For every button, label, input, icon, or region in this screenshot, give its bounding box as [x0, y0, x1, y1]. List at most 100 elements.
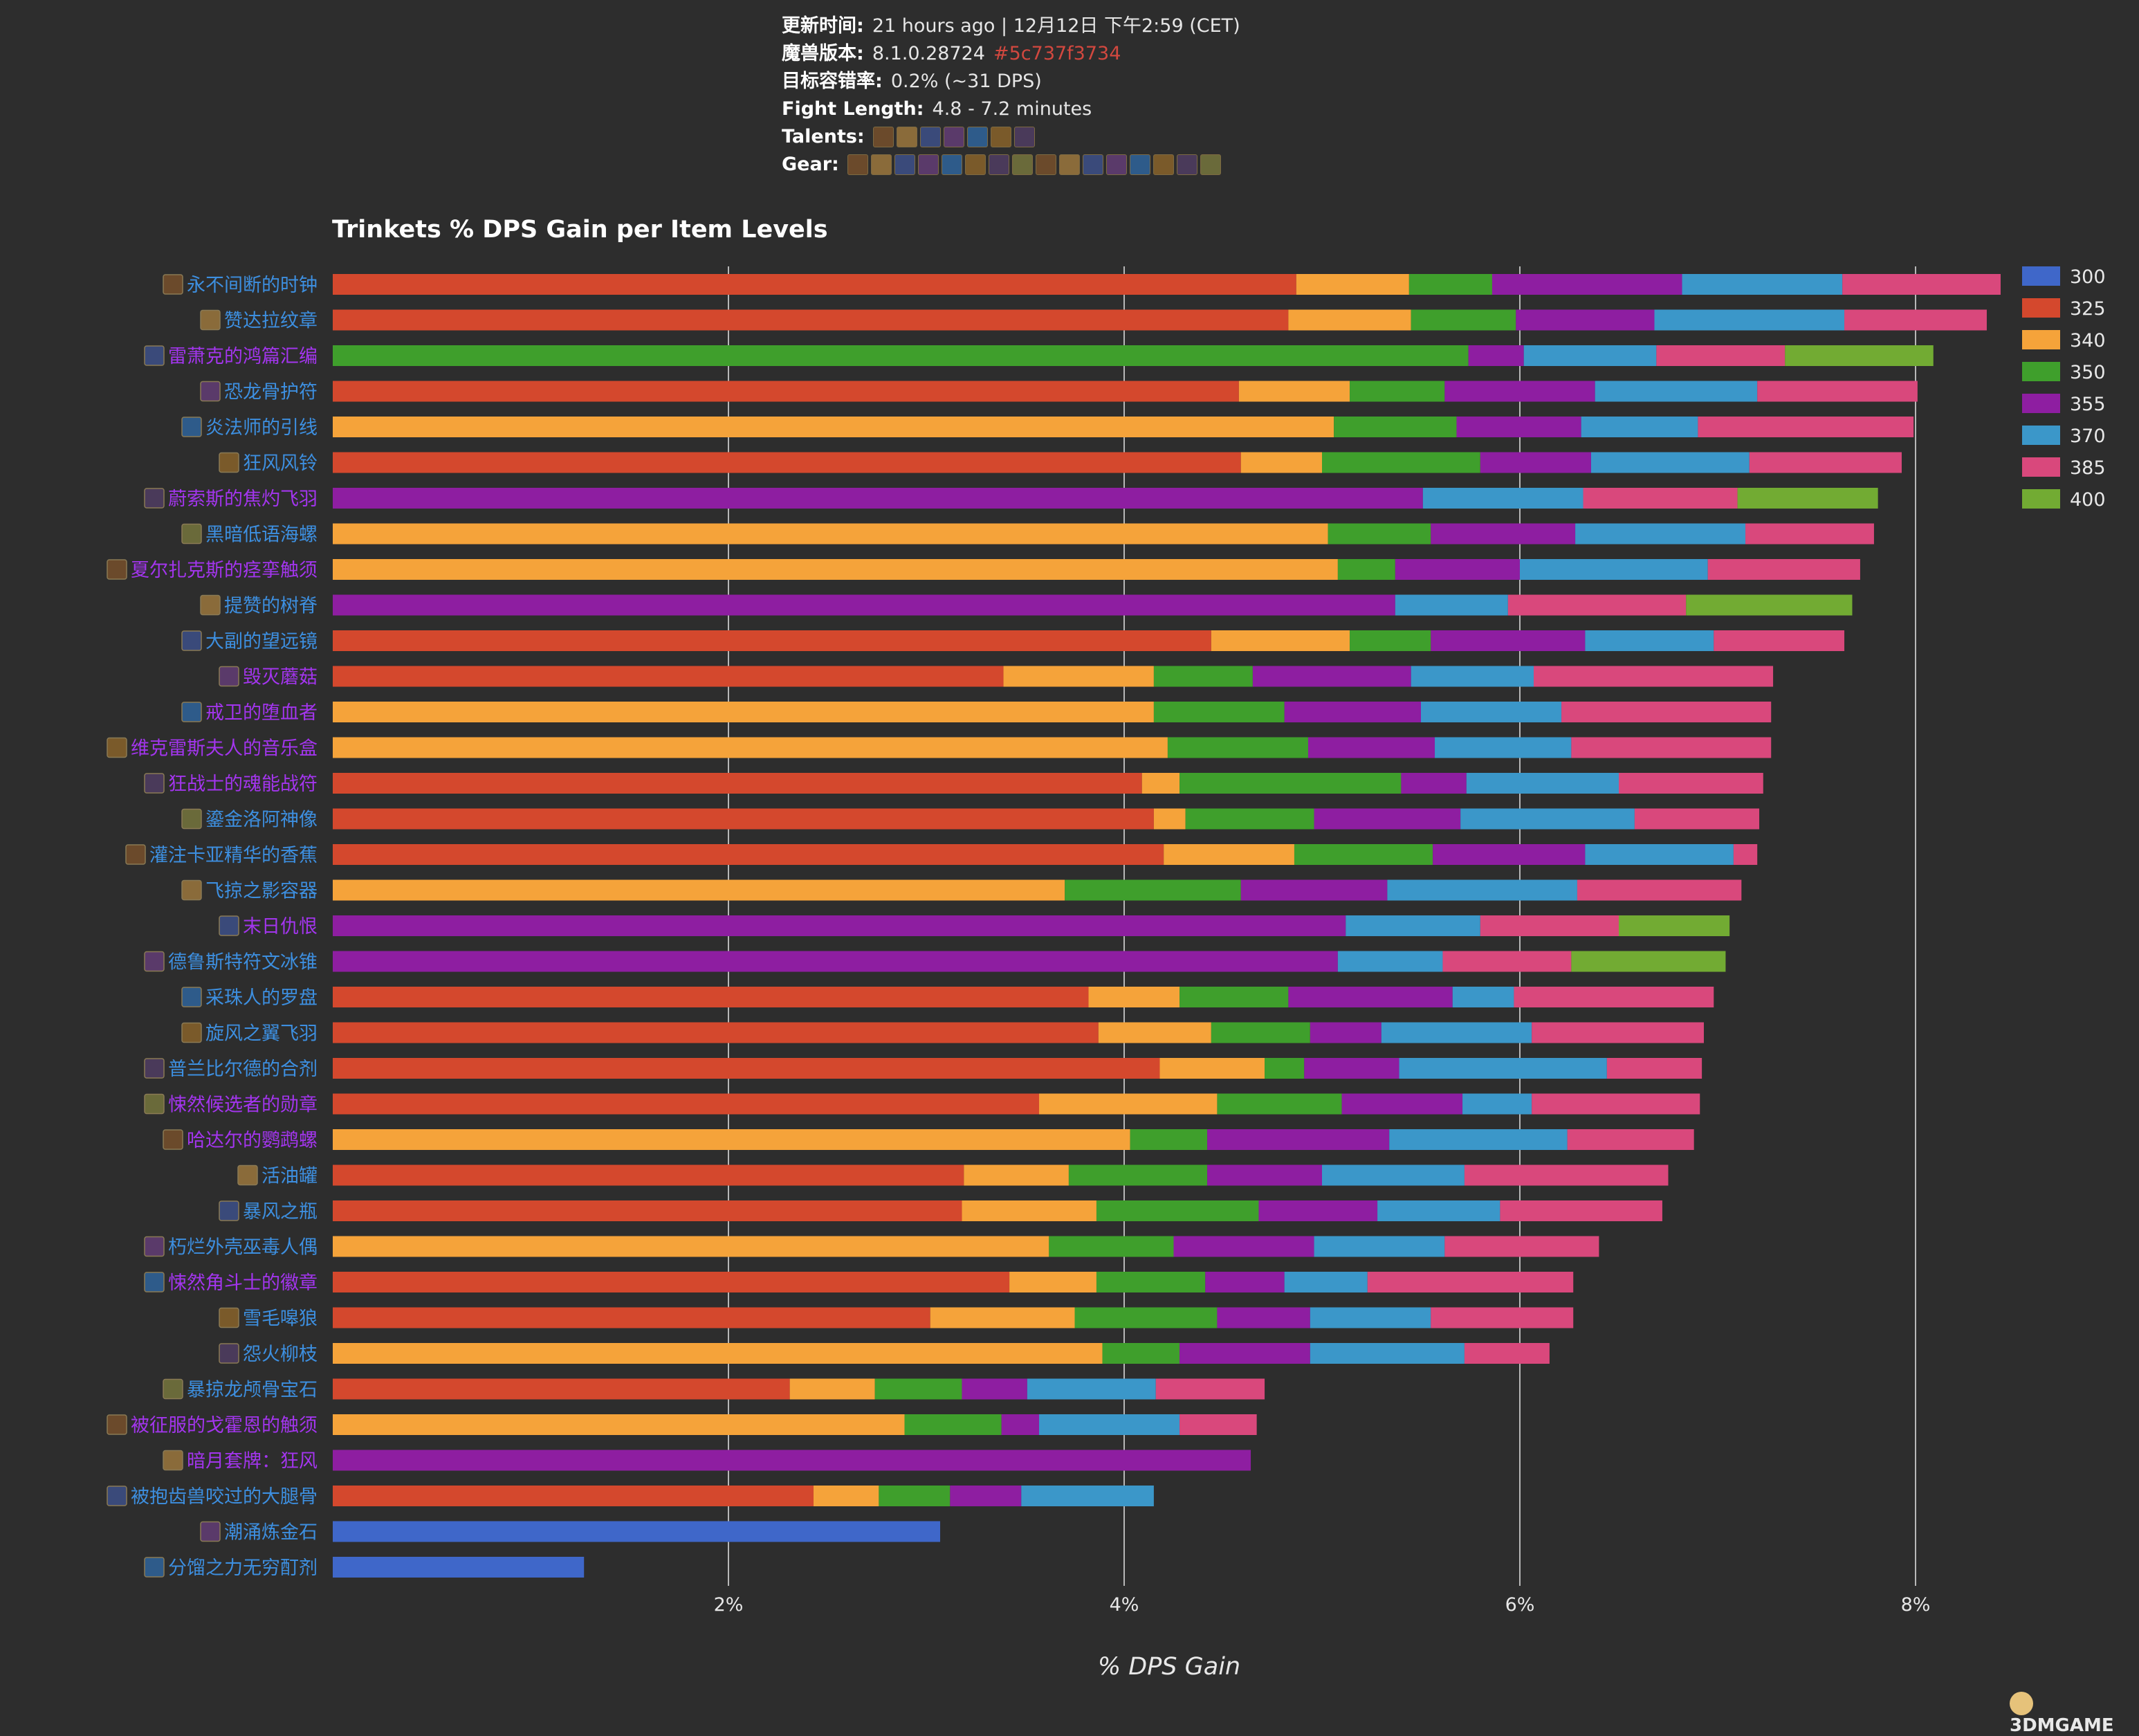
gear-icon-2[interactable]: [870, 154, 892, 175]
item-icon[interactable]: [200, 1521, 221, 1542]
talent-icon-7[interactable]: [1013, 127, 1035, 147]
category-label[interactable]: 鎏金洛阿神像: [205, 810, 318, 831]
category-label[interactable]: 狂风风铃: [243, 453, 318, 475]
item-icon[interactable]: [163, 1450, 183, 1471]
item-icon[interactable]: [237, 1164, 258, 1186]
category-label[interactable]: 赞达拉纹章: [224, 311, 318, 332]
item-icon[interactable]: [125, 844, 146, 865]
category-label[interactable]: 末日仇恨: [243, 916, 318, 938]
item-icon[interactable]: [200, 594, 221, 616]
category-label[interactable]: 炎法师的引线: [205, 417, 318, 439]
legend-swatch-355: [2022, 394, 2060, 413]
item-icon[interactable]: [163, 1129, 183, 1150]
category-label[interactable]: 活油罐: [261, 1166, 318, 1187]
category-label[interactable]: 狂战士的魂能战符: [168, 774, 318, 795]
item-icon[interactable]: [144, 1272, 165, 1292]
category-label[interactable]: 暴风之瓶: [243, 1201, 318, 1223]
category-label[interactable]: 悚然候选者的勋章: [168, 1095, 318, 1116]
gear-icon-4[interactable]: [917, 154, 939, 175]
item-icon[interactable]: [181, 702, 202, 722]
gear-icon-8[interactable]: [1011, 154, 1033, 175]
item-icon[interactable]: [219, 666, 239, 687]
gear-icon-14[interactable]: [1153, 154, 1174, 175]
item-icon[interactable]: [163, 274, 183, 295]
gear-icon-5[interactable]: [941, 154, 962, 175]
category-label[interactable]: 普兰比尔德的合剂: [168, 1059, 318, 1080]
gear-icon-15[interactable]: [1176, 154, 1197, 175]
gear-icon-12[interactable]: [1105, 154, 1127, 175]
category-label[interactable]: 怨火柳枝: [243, 1344, 318, 1365]
item-icon[interactable]: [144, 345, 165, 366]
item-icon[interactable]: [144, 1236, 165, 1257]
category-label[interactable]: 采珠人的罗盘: [205, 987, 318, 1009]
category-label[interactable]: 飞掠之影容器: [205, 881, 318, 902]
version-hash-link[interactable]: #5c737f3734: [993, 43, 1121, 64]
item-icon[interactable]: [181, 879, 202, 901]
item-icon[interactable]: [163, 1378, 183, 1400]
item-icon[interactable]: [107, 1486, 127, 1506]
category-label[interactable]: 戒卫的堕血者: [205, 702, 318, 724]
category-label[interactable]: 德鲁斯特符文冰锥: [168, 952, 318, 974]
item-icon[interactable]: [107, 737, 127, 758]
item-icon[interactable]: [107, 559, 127, 580]
category-label[interactable]: 大副的望远镜: [205, 631, 318, 652]
item-icon[interactable]: [219, 1307, 239, 1328]
gear-icon-10[interactable]: [1058, 154, 1080, 175]
category-label[interactable]: 朽烂外壳巫毒人偶: [168, 1237, 318, 1259]
category-label[interactable]: 旋风之翼飞羽: [205, 1023, 318, 1045]
gear-icon-6[interactable]: [964, 154, 986, 175]
item-icon[interactable]: [181, 630, 202, 651]
category-label[interactable]: 恐龙骨护符: [224, 382, 318, 403]
category-label[interactable]: 雪毛嗥狼: [243, 1308, 318, 1330]
category-label[interactable]: 夏尔扎克斯的痉挛触须: [131, 560, 318, 581]
item-icon[interactable]: [181, 523, 202, 545]
item-icon[interactable]: [181, 987, 202, 1007]
category-label[interactable]: 雷萧克的鸿篇汇编: [168, 346, 318, 367]
category-label[interactable]: 永不间断的时钟: [187, 275, 318, 296]
item-icon[interactable]: [219, 1200, 239, 1221]
gear-icon-11[interactable]: [1082, 154, 1103, 175]
item-icon[interactable]: [144, 1093, 165, 1115]
item-icon[interactable]: [107, 1414, 127, 1435]
gear-icon-13[interactable]: [1129, 154, 1150, 175]
gear-icon-3[interactable]: [894, 154, 915, 175]
item-icon[interactable]: [144, 488, 165, 509]
item-icon[interactable]: [181, 417, 202, 437]
gear-icon-7[interactable]: [988, 154, 1009, 175]
talent-icon-5[interactable]: [966, 127, 988, 147]
category-label[interactable]: 被征服的戈霍恩的触须: [131, 1415, 318, 1436]
item-icon[interactable]: [181, 808, 202, 830]
category-label[interactable]: 被抱齿兽咬过的大腿骨: [131, 1486, 318, 1508]
item-icon[interactable]: [181, 1022, 202, 1043]
talent-icon-1[interactable]: [872, 127, 894, 147]
category-label[interactable]: 哈达尔的鹦鹉螺: [187, 1130, 318, 1151]
item-icon[interactable]: [200, 309, 221, 331]
item-icon[interactable]: [144, 1058, 165, 1079]
item-icon[interactable]: [200, 381, 221, 402]
category-label[interactable]: 黑暗低语海螺: [205, 524, 318, 546]
gear-icon-16[interactable]: [1200, 154, 1221, 175]
category-label[interactable]: 提赞的树脊: [224, 596, 318, 617]
category-label[interactable]: 暗月套牌：狂风: [187, 1451, 318, 1472]
item-icon[interactable]: [144, 773, 165, 794]
category-label[interactable]: 分馏之力无穷酊剂: [168, 1557, 318, 1579]
category-label[interactable]: 毁灭蘑菇: [243, 667, 318, 688]
gear-icon-9[interactable]: [1035, 154, 1056, 175]
item-icon[interactable]: [144, 1557, 165, 1578]
talent-icon-6[interactable]: [990, 127, 1011, 147]
category-label[interactable]: 悚然角斗士的徽章: [168, 1272, 318, 1294]
talent-icon-4[interactable]: [943, 127, 964, 147]
category-label[interactable]: 维克雷斯夫人的音乐盒: [131, 738, 318, 760]
gear-icon-1[interactable]: [847, 154, 868, 175]
talent-icon-2[interactable]: [896, 127, 917, 147]
category-label[interactable]: 暴掠龙颅骨宝石: [187, 1380, 318, 1401]
category-label[interactable]: 潮涌炼金石: [224, 1522, 318, 1544]
item-icon[interactable]: [219, 1343, 239, 1364]
bar-segment-340: [1039, 1093, 1218, 1115]
item-icon[interactable]: [144, 951, 165, 972]
category-label[interactable]: 灌注卡亚精华的香蕉: [149, 845, 318, 866]
talent-icon-3[interactable]: [919, 127, 941, 147]
item-icon[interactable]: [219, 452, 239, 473]
category-label[interactable]: 蔚索斯的焦灼飞羽: [168, 488, 318, 510]
item-icon[interactable]: [219, 915, 239, 936]
